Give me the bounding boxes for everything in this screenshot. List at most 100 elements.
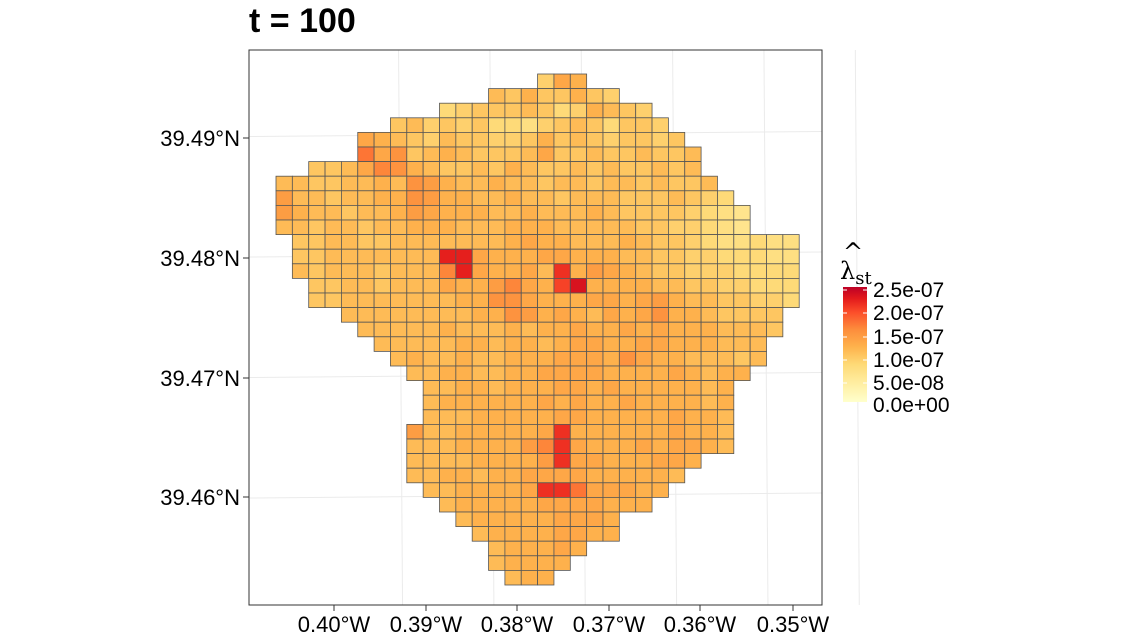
grid-cell xyxy=(488,204,506,221)
grid-cell xyxy=(569,307,588,323)
grid-cell xyxy=(668,380,686,396)
grid-cell xyxy=(455,380,473,396)
grid-cell xyxy=(668,234,686,250)
grid-cell xyxy=(390,292,408,309)
grid-cell xyxy=(324,263,342,279)
grid-cell xyxy=(537,131,555,148)
grid-cell xyxy=(537,496,555,513)
grid-cell xyxy=(520,482,539,498)
grid-cell xyxy=(782,248,800,265)
grid-cell xyxy=(504,511,522,528)
grid-cell xyxy=(455,496,473,513)
grid-cell xyxy=(553,190,571,206)
grid-cell xyxy=(553,277,571,294)
grid-cell xyxy=(602,336,620,352)
grid-cell xyxy=(668,161,686,177)
grid-cell xyxy=(471,102,489,119)
grid-cell xyxy=(324,292,342,309)
x-tick-label: 0.39°W xyxy=(390,612,463,637)
grid-cell xyxy=(439,423,457,440)
grid-cell xyxy=(618,161,637,177)
grid-cell xyxy=(618,219,637,236)
grid-cell xyxy=(471,511,489,528)
grid-cell xyxy=(684,438,702,455)
grid-cell xyxy=(618,190,637,206)
grid-cell xyxy=(635,219,653,236)
grid-cell xyxy=(651,394,669,411)
x-tick-label: 0.38°W xyxy=(481,612,554,637)
grid-cell xyxy=(308,263,326,279)
grid-cell xyxy=(357,234,375,250)
grid-cell xyxy=(537,321,555,338)
legend-title: λst xyxy=(840,257,872,289)
grid-cell xyxy=(569,263,588,279)
grid-cell xyxy=(520,540,539,557)
grid-cell xyxy=(684,263,702,279)
grid-cell xyxy=(618,350,637,367)
grid-cell xyxy=(635,131,653,148)
grid-cell xyxy=(717,204,735,221)
grid-cell xyxy=(504,117,522,133)
grid-cell xyxy=(340,234,359,250)
grid-cell xyxy=(373,234,391,250)
grid-cell xyxy=(373,219,391,236)
grid-cell xyxy=(373,248,391,265)
grid-cell xyxy=(488,307,506,323)
grid-cell xyxy=(340,175,359,192)
grid-cell xyxy=(618,321,637,338)
grid-cell xyxy=(651,219,669,236)
grid-cell xyxy=(504,453,522,469)
grid-cell xyxy=(684,277,702,294)
legend-title-hat: ^ xyxy=(843,238,863,266)
grid-cell xyxy=(504,321,522,338)
grid-cell xyxy=(406,175,424,192)
grid-cell xyxy=(324,175,342,192)
grid-cell xyxy=(553,467,571,484)
grid-cell xyxy=(700,336,718,352)
grid-cell xyxy=(586,190,604,206)
grid-cell xyxy=(471,380,489,396)
grid-cell xyxy=(406,248,424,265)
grid-cell xyxy=(586,526,604,542)
grid-cell xyxy=(324,190,342,206)
grid-cell xyxy=(471,161,489,177)
grid-cell xyxy=(700,394,718,411)
grid-cell xyxy=(455,277,473,294)
grid-cell xyxy=(651,204,669,221)
grid-cell xyxy=(504,204,522,221)
grid-cell xyxy=(586,175,604,192)
grid-cell xyxy=(439,146,457,163)
grid-cell xyxy=(471,482,489,498)
grid-cell xyxy=(651,117,669,133)
grid-cell xyxy=(357,175,375,192)
grid-cell xyxy=(439,204,457,221)
grid-cell xyxy=(586,146,604,163)
grid-cell xyxy=(586,263,604,279)
grid-cell xyxy=(618,438,637,455)
grid-cell xyxy=(504,570,522,586)
grid-cell xyxy=(406,204,424,221)
grid-cell xyxy=(308,175,326,192)
grid-cell xyxy=(651,321,669,338)
grid-cell xyxy=(700,321,718,338)
grid-cell xyxy=(651,380,669,396)
grid-cell xyxy=(766,292,784,309)
grid-cell xyxy=(553,234,571,250)
grid-cell xyxy=(684,350,702,367)
grid-cell xyxy=(504,540,522,557)
grid-cell xyxy=(537,307,555,323)
grid-cell xyxy=(700,409,718,425)
grid-cell xyxy=(684,292,702,309)
grid-cell xyxy=(651,350,669,367)
grid-cell xyxy=(422,146,440,163)
grid-cell xyxy=(537,234,555,250)
grid-cell xyxy=(471,321,489,338)
grid-cell xyxy=(406,117,424,133)
grid-cell xyxy=(422,175,440,192)
grid-cell xyxy=(537,161,555,177)
grid-cell xyxy=(602,292,620,309)
grid-cell xyxy=(586,277,604,294)
grid-cell xyxy=(618,277,637,294)
grid-cell xyxy=(340,292,359,309)
grid-cell xyxy=(488,321,506,338)
